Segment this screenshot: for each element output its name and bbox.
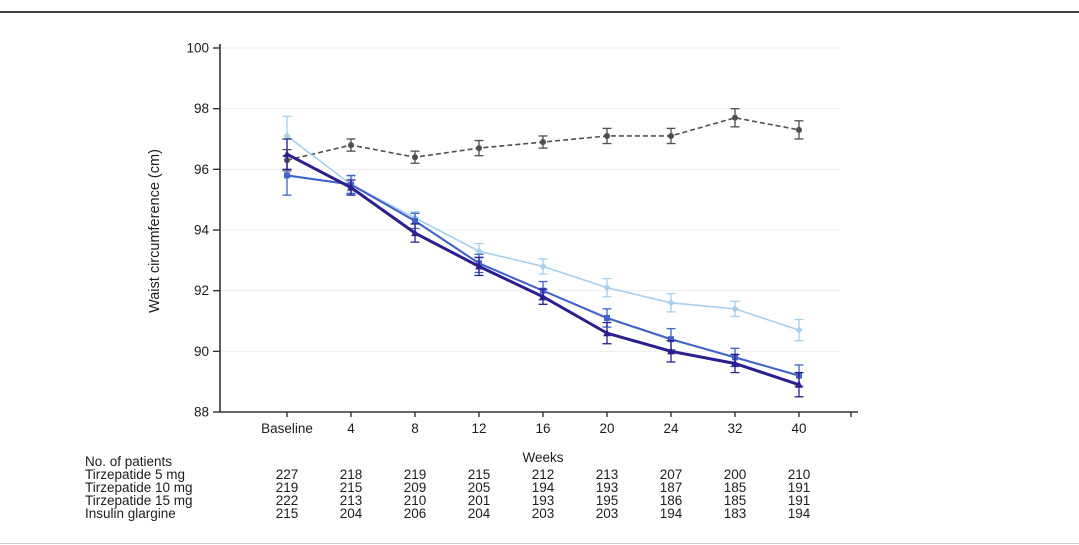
marker-tirzepatide-5-mg xyxy=(283,132,291,140)
patients-row-tirzepatide-15-mg: Tirzepatide 15 mg 222 213 210 201 193 195 186 18… xyxy=(0,493,1079,508)
x-tick-label: 20 xyxy=(599,421,614,436)
patient-count: 215 xyxy=(339,480,363,495)
marker-tirzepatide-5-mg xyxy=(731,305,739,313)
y-tick-label: 100 xyxy=(186,41,209,56)
marker-insulin-glargine xyxy=(604,132,610,139)
patient-count: 209 xyxy=(403,480,427,495)
marker-tirzepatide-10-mg xyxy=(668,336,674,343)
patients-row-tirzepatide-10-mg: Tirzepatide 10 mg 219 215 209 205 194 193 187 18… xyxy=(0,480,1079,495)
x-axis-title: Weeks xyxy=(522,450,564,465)
marker-tirzepatide-15-mg xyxy=(283,150,291,158)
marker-tirzepatide-15-mg xyxy=(411,229,419,237)
patient-count: 194 xyxy=(659,506,683,521)
patient-count: 191 xyxy=(787,493,811,508)
patient-count: 193 xyxy=(595,480,619,495)
patient-count: 206 xyxy=(403,506,427,521)
y-tick-label: 88 xyxy=(194,405,209,420)
marker-tirzepatide-10-mg xyxy=(604,314,610,321)
marker-tirzepatide-15-mg xyxy=(731,359,739,367)
patient-count: 203 xyxy=(531,506,555,521)
marker-tirzepatide-15-mg xyxy=(667,347,675,355)
series-label: Tirzepatide 10 mg xyxy=(85,480,193,495)
patient-count: 183 xyxy=(723,506,747,521)
y-tick-label: 90 xyxy=(194,344,209,359)
marker-insulin-glargine xyxy=(540,139,546,146)
marker-tirzepatide-5-mg xyxy=(475,247,483,255)
marker-insulin-glargine xyxy=(668,132,674,139)
patient-count: 227 xyxy=(275,467,299,482)
patients-row-tirzepatide-5-mg: Tirzepatide 5 mg 227 218 219 215 212 213 207 200… xyxy=(0,467,1079,482)
y-tick-label: 94 xyxy=(194,223,210,238)
marker-tirzepatide-5-mg xyxy=(795,326,803,334)
patient-count: 210 xyxy=(403,493,427,508)
patient-count: 205 xyxy=(467,480,491,495)
marker-tirzepatide-15-mg xyxy=(539,292,547,300)
patient-count: 212 xyxy=(531,467,555,482)
bottom-divider xyxy=(0,543,1079,544)
x-tick-label: 32 xyxy=(727,421,742,436)
marker-tirzepatide-5-mg xyxy=(603,284,611,292)
patient-count: 200 xyxy=(723,467,747,482)
patient-count: 219 xyxy=(403,467,427,482)
x-tick-label: 8 xyxy=(411,421,419,436)
x-tick-label: 12 xyxy=(471,421,486,436)
patient-count: 185 xyxy=(723,493,747,508)
x-tick-label: 4 xyxy=(347,421,355,436)
patients-table-header: No. of patients xyxy=(85,454,173,469)
series-label: Tirzepatide 15 mg xyxy=(85,493,193,508)
y-axis-title: Waist circumference (cm) xyxy=(147,149,163,313)
patient-count: 207 xyxy=(659,467,683,482)
marker-tirzepatide-15-mg xyxy=(603,329,611,337)
patient-count: 203 xyxy=(595,506,619,521)
y-tick-label: 98 xyxy=(194,101,209,116)
marker-insulin-glargine xyxy=(476,145,482,152)
series-label: Insulin glargine xyxy=(85,506,176,521)
y-tick-label: 92 xyxy=(194,283,209,298)
patient-count: 210 xyxy=(787,467,811,482)
patient-count: 213 xyxy=(595,467,619,482)
x-tick-label: 40 xyxy=(791,421,806,436)
x-tick-label: 24 xyxy=(663,421,679,436)
y-tick-label: 96 xyxy=(194,162,209,177)
patient-count: 213 xyxy=(339,493,363,508)
patient-count: 201 xyxy=(467,493,491,508)
patient-count: 194 xyxy=(787,506,811,521)
patient-count: 194 xyxy=(531,480,555,495)
marker-insulin-glargine xyxy=(732,114,738,121)
marker-insulin-glargine xyxy=(348,142,354,149)
patient-count: 204 xyxy=(467,506,491,521)
patient-count: 218 xyxy=(339,467,363,482)
marker-tirzepatide-10-mg xyxy=(412,217,418,224)
patient-count: 185 xyxy=(723,480,747,495)
marker-insulin-glargine xyxy=(796,126,802,133)
patient-count: 215 xyxy=(275,506,299,521)
marker-tirzepatide-15-mg xyxy=(475,262,483,270)
marker-tirzepatide-15-mg xyxy=(347,183,355,191)
series-label: Tirzepatide 5 mg xyxy=(85,467,186,482)
series-line-tirzepatide-10-mg xyxy=(286,174,800,377)
top-divider xyxy=(0,11,1079,13)
marker-tirzepatide-15-mg xyxy=(795,380,803,388)
patient-count: 215 xyxy=(467,467,491,482)
x-tick-label: 16 xyxy=(535,421,550,436)
x-tick-label: Baseline xyxy=(261,421,313,436)
marker-tirzepatide-5-mg xyxy=(539,262,547,270)
marker-insulin-glargine xyxy=(412,154,418,161)
patient-count: 219 xyxy=(275,480,299,495)
patient-count: 195 xyxy=(595,493,619,508)
patient-count: 186 xyxy=(659,493,683,508)
patients-row-insulin-glargine: Insulin glargine 215 204 206 204 203 203 194 183… xyxy=(0,506,1079,521)
marker-tirzepatide-5-mg xyxy=(667,299,675,307)
marker-tirzepatide-10-mg xyxy=(284,172,290,179)
patient-count: 191 xyxy=(787,480,811,495)
patient-count: 204 xyxy=(339,506,363,521)
patient-count: 222 xyxy=(275,493,299,508)
patient-count: 187 xyxy=(659,480,683,495)
patient-count: 193 xyxy=(531,493,555,508)
